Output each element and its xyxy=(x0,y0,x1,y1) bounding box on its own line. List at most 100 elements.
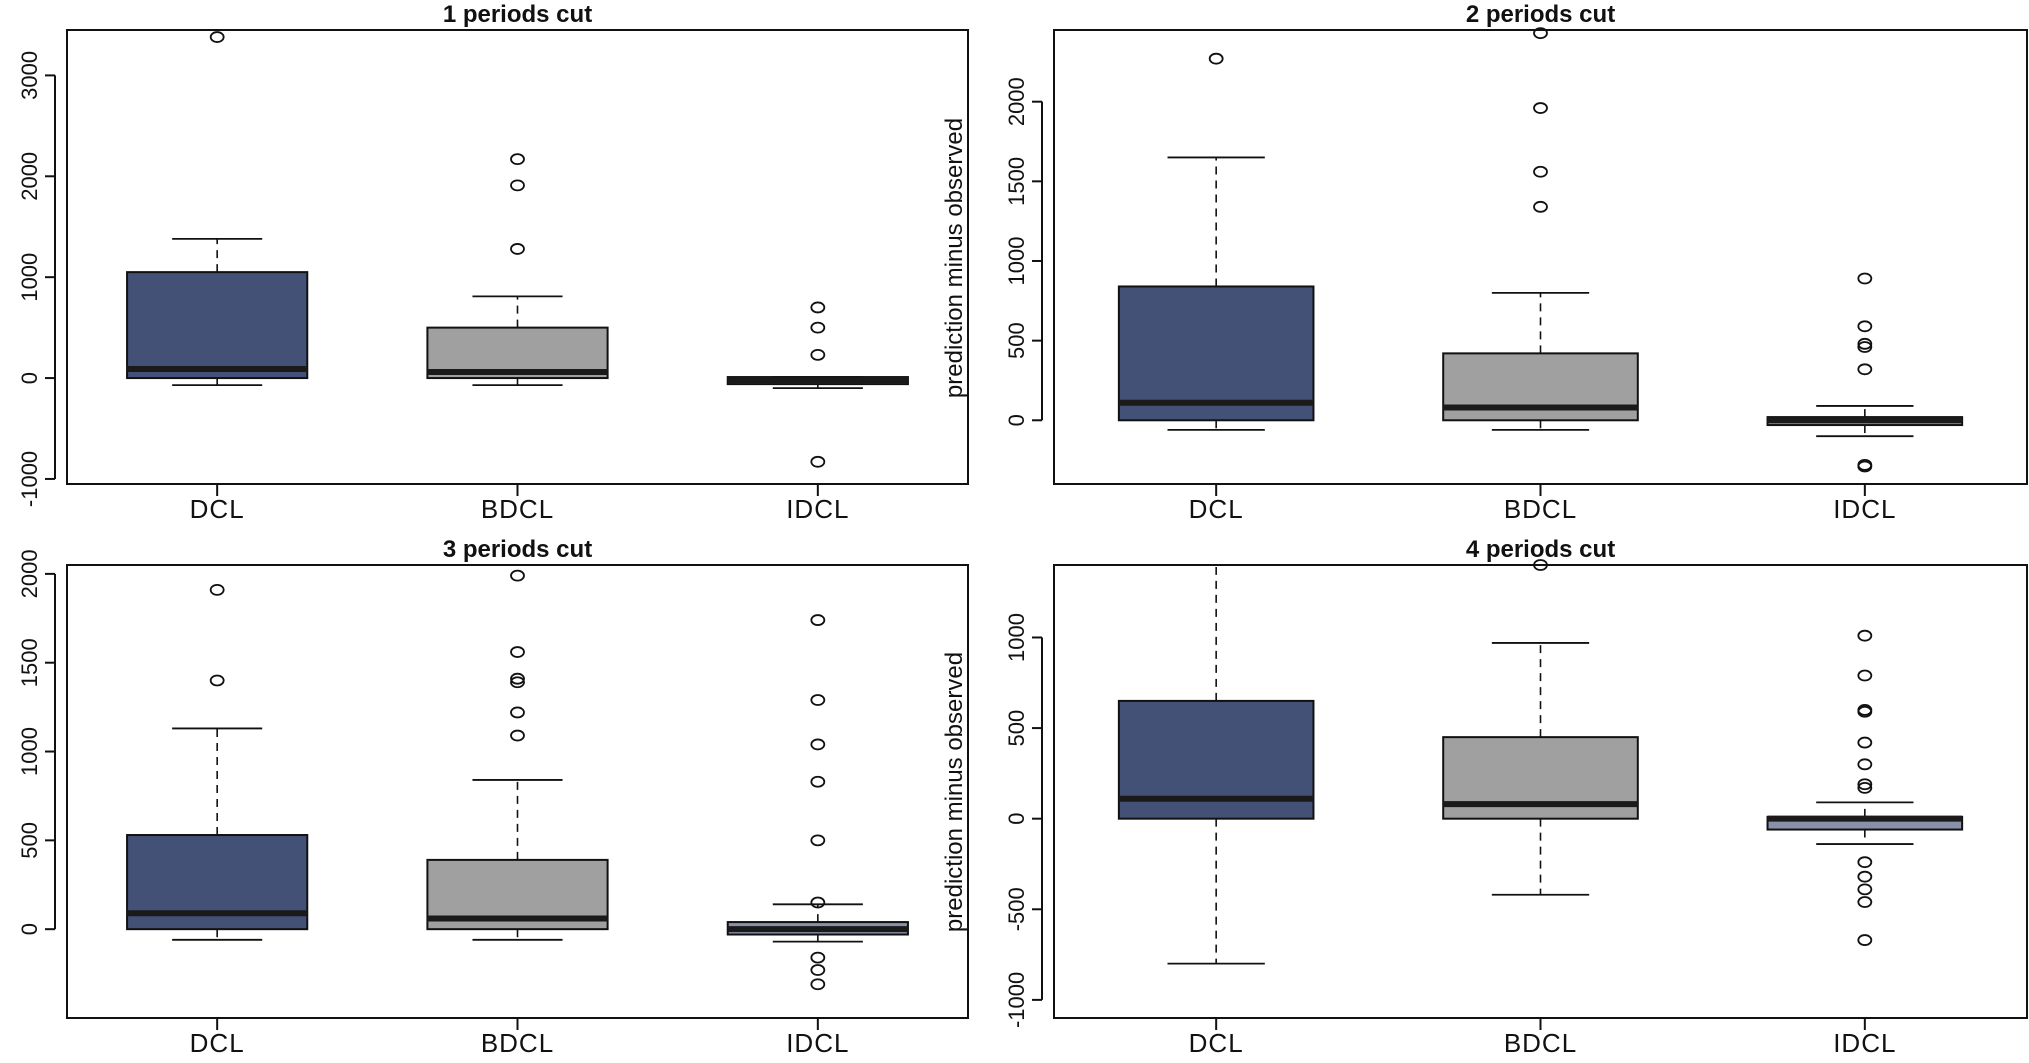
outlier-point xyxy=(810,455,826,468)
outlier-point xyxy=(810,978,826,991)
outlier-point xyxy=(510,569,525,582)
x-tick-label: DCL xyxy=(1189,1028,1244,1058)
outlier-point xyxy=(1857,363,1873,376)
box-bdcl xyxy=(1442,27,1639,431)
box-idcl xyxy=(1766,629,1964,946)
x-tick-label: IDCL xyxy=(786,1028,849,1058)
panel-1: 1 periods cut -1000 0 1000 2000 3000 DCL BDCL ID… xyxy=(17,1,969,524)
box-dcl xyxy=(1117,52,1315,431)
outlier-point xyxy=(810,301,826,314)
y-tick-label: -1000 xyxy=(17,451,42,507)
outlier-point xyxy=(1857,934,1873,946)
y-axis-label: prediction minus observed xyxy=(941,652,968,932)
outlier-point xyxy=(810,964,826,976)
outlier-point xyxy=(510,243,525,255)
panel-4: 4 periods cut -1000 -500 0 500 1000 DCL BDCL IDC… xyxy=(941,536,2028,1058)
panel-2: 2 periods cut 0 500 1000 1500 2000 DCL BDCL IDCL… xyxy=(941,1,2028,524)
x-tick-label: DCL xyxy=(1189,494,1244,524)
outlier-point xyxy=(1857,320,1873,333)
box-dcl xyxy=(1117,567,1315,965)
outlier-point xyxy=(209,583,225,596)
y-tick-label: 500 xyxy=(17,822,42,859)
outlier-point xyxy=(510,646,525,658)
outlier-point xyxy=(810,896,826,909)
outlier-point xyxy=(810,321,826,334)
outlier-point xyxy=(510,729,525,742)
x-tick-label: IDCL xyxy=(1833,494,1896,524)
box-idcl xyxy=(726,301,909,468)
outlier-point xyxy=(1857,669,1873,682)
y-tick-label: 0 xyxy=(1004,813,1029,825)
x-tick-label: IDCL xyxy=(786,494,849,524)
box-bdcl xyxy=(426,569,609,941)
y-tick-label: 2000 xyxy=(1004,77,1029,126)
y-tick-label: 1000 xyxy=(17,253,42,302)
box-dcl xyxy=(126,31,309,387)
outlier-point xyxy=(810,694,826,706)
outlier-point xyxy=(1857,883,1873,896)
outlier-point xyxy=(1857,337,1873,350)
outlier-point xyxy=(1857,778,1873,791)
x-tick-label: DCL xyxy=(190,494,245,524)
y-axis-label: prediction minus observed xyxy=(941,118,968,398)
x-tick-label: DCL xyxy=(190,1028,245,1058)
y-tick-label: 1000 xyxy=(1004,237,1029,286)
x-tick-label: BDCL xyxy=(481,494,554,524)
outlier-point xyxy=(510,179,525,192)
outlier-point xyxy=(209,31,225,43)
outlier-point xyxy=(1533,200,1548,213)
box-idcl xyxy=(726,614,909,991)
y-tick-label: 1000 xyxy=(1004,613,1029,662)
box-idcl xyxy=(1766,272,1964,473)
y-tick-label: 1000 xyxy=(17,727,42,776)
plot-frame xyxy=(66,29,969,485)
y-tick-label: 500 xyxy=(1004,322,1029,359)
x-tick-label: BDCL xyxy=(1504,494,1577,524)
chart-title: 4 periods cut xyxy=(1466,536,1615,563)
outlier-point xyxy=(1533,559,1548,571)
y-tick-label: -500 xyxy=(1004,887,1029,931)
y-tick-label: -1000 xyxy=(1004,972,1029,1028)
y-tick-label: 500 xyxy=(1004,710,1029,747)
outlier-point xyxy=(810,738,826,751)
y-tick-label: 1500 xyxy=(1004,157,1029,206)
box-dcl xyxy=(126,583,309,941)
outlier-point xyxy=(1857,896,1873,908)
x-tick-label: BDCL xyxy=(1504,1028,1577,1058)
outlier-point xyxy=(510,706,525,719)
outlier-point xyxy=(209,674,225,687)
outlier-point xyxy=(1857,629,1873,642)
x-tick-label: BDCL xyxy=(481,1028,554,1058)
outlier-point xyxy=(810,348,826,361)
outlier-point xyxy=(1857,704,1873,716)
outlier-point xyxy=(1857,460,1873,473)
outlier-point xyxy=(510,672,525,685)
box-iqr xyxy=(126,271,309,380)
box-iqr xyxy=(1117,285,1315,422)
outlier-point xyxy=(1857,341,1873,353)
outlier-point xyxy=(1857,856,1873,869)
plot-frame xyxy=(66,564,969,1019)
y-tick-label: 2000 xyxy=(17,152,42,201)
x-tick-label: IDCL xyxy=(1833,1028,1896,1058)
y-tick-label: 0 xyxy=(1004,414,1029,426)
outlier-point xyxy=(810,614,826,626)
chart-title: 2 periods cut xyxy=(1466,1,1615,28)
y-tick-label: 2000 xyxy=(17,549,42,598)
chart-title: 3 periods cut xyxy=(443,536,592,563)
outlier-point xyxy=(510,676,525,689)
outlier-point xyxy=(1857,870,1873,883)
outlier-point xyxy=(810,775,826,788)
chart-title: 1 periods cut xyxy=(443,1,592,28)
outlier-point xyxy=(1533,165,1548,178)
outlier-point xyxy=(1208,52,1224,65)
outlier-point xyxy=(1533,27,1548,40)
outlier-point xyxy=(1533,102,1548,114)
outlier-point xyxy=(810,834,826,847)
outlier-point xyxy=(1857,758,1873,771)
outlier-point xyxy=(1857,272,1873,285)
y-tick-label: 0 xyxy=(17,923,42,935)
panel-3: 3 periods cut 0 500 1000 1500 2000 DCL BDCL IDCL xyxy=(17,536,969,1058)
